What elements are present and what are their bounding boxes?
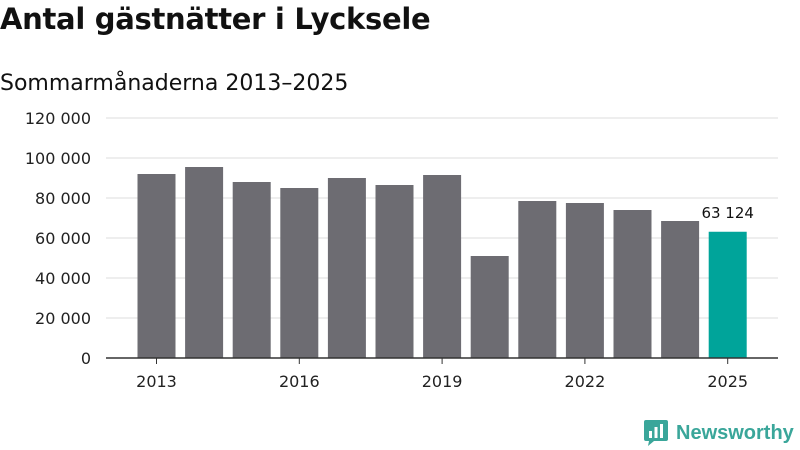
chart-subtitle: Sommarmånaderna 2013–2025: [0, 71, 349, 96]
x-tick-label: 2013: [136, 372, 177, 391]
y-tick-label: 0: [81, 349, 91, 368]
bar-2020: [470, 256, 509, 358]
y-tick-label: 20 000: [35, 309, 91, 328]
x-tick-label: 2016: [279, 372, 320, 391]
y-axis-tick-labels: 0 20 000 40 000 60 000 80 000 100 000 120 000: [25, 109, 91, 368]
x-axis: 2013 2016 2019 2022 2025: [106, 357, 778, 391]
x-tick-label: 2025: [707, 372, 748, 391]
bar-2013: [137, 174, 176, 358]
bar-2015: [232, 182, 271, 358]
newsworthy-logo-icon: [644, 420, 668, 446]
bar-2014: [185, 167, 224, 358]
bar-2021: [518, 201, 557, 358]
x-tick-label: 2022: [565, 372, 606, 391]
chart-title: Antal gästnätter i Lycksele: [0, 2, 431, 36]
bar-2019: [423, 175, 462, 358]
bars: [137, 167, 747, 358]
bar-2017: [327, 178, 366, 358]
y-tick-label: 120 000: [25, 109, 91, 128]
bar-2022: [565, 203, 604, 358]
bar-2023: [613, 210, 652, 358]
bar-2018: [375, 185, 414, 358]
bar-2025: [708, 231, 747, 358]
data-labels: 63 124: [701, 204, 754, 222]
data-label-highlight: 63 124: [701, 204, 754, 222]
y-tick-label: 80 000: [35, 189, 91, 208]
brand-name: Newsworthy: [676, 421, 794, 444]
y-tick-label: 100 000: [25, 149, 91, 168]
brand-logo: Newsworthy: [644, 420, 794, 446]
y-tick-label: 60 000: [35, 229, 91, 248]
x-tick-label: 2019: [422, 372, 463, 391]
bar-2016: [280, 188, 319, 358]
bar-2024: [661, 221, 700, 358]
y-tick-label: 40 000: [35, 269, 91, 288]
